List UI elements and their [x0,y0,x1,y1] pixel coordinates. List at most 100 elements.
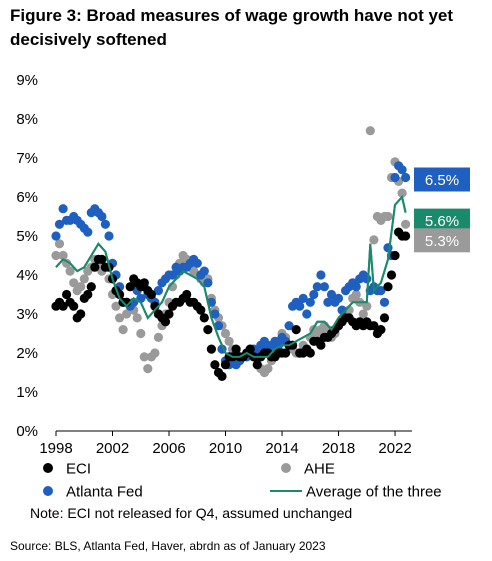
atlanta-point [302,309,312,319]
eci-point [139,278,149,288]
y-tick-label: 2% [16,345,38,362]
ahe-point [122,309,132,319]
ahe-point [369,235,379,245]
source-text: Source: BLS, Atlanta Fed, Haver, abrdn a… [10,539,326,553]
ahe-point [224,336,234,346]
ahe-point [115,313,125,323]
ahe-point [136,328,146,339]
atlanta-point [379,297,390,307]
ahe-point [153,332,163,342]
y-tick-label: 9% [16,72,38,89]
ahe-point [69,278,79,288]
atlanta-point [153,286,163,296]
eci-point [245,344,255,354]
atlanta-point [167,270,178,280]
y-tick-label: 7% [16,150,38,167]
ahe-point [263,364,273,374]
eci-point [281,348,291,358]
legend-item-atlanta: Atlanta Fed [43,484,143,501]
atlanta-point [401,172,411,183]
ahe-point [118,325,128,335]
callout-label: 5.3% [425,233,459,250]
x-tick-label: 2002 [96,440,129,457]
x-tick-label: 2014 [265,440,298,457]
atlanta-point [397,165,407,175]
eci-point [252,360,262,370]
eci-point [146,289,156,300]
chart-note: Note: ECI not released for Q4, assumed u… [30,505,352,521]
y-tick-label: 3% [16,306,38,323]
legend-label: Average of the three [306,484,442,501]
ahe-point [65,266,75,276]
atlanta-point [326,289,337,300]
legend: ECI AHE Atlanta Fed Average of the three [43,461,442,501]
eci-point [386,270,397,280]
atlanta-point [305,297,315,307]
atlanta-point [192,258,202,268]
series-eci [51,227,411,381]
average-line-overlay [55,194,407,358]
atlanta-point [390,172,400,183]
atlanta-point [100,219,110,229]
ahe-point [139,352,149,362]
eci-point [86,282,96,292]
atlanta-point [83,227,93,237]
y-axis: 0% 1% 2% 3% 4% 5% 6% 7% 8% 9% [16,72,38,440]
ahe-point [220,328,231,339]
eci-point [390,250,400,261]
x-tick-label: 2022 [378,440,411,457]
ahe-point [51,250,61,261]
y-tick-label: 0% [16,423,38,440]
atlanta-point [323,297,333,307]
legend-dot-swatch [43,463,53,473]
eci-point [83,289,93,300]
atlanta-point [104,231,114,241]
atlanta-point [316,270,326,280]
ahe-point [143,364,153,374]
atlanta-point [333,293,344,303]
atlanta-point [54,219,65,229]
legend-label: Atlanta Fed [66,484,143,501]
x-tick-label: 2006 [152,440,185,457]
callout-ahe: 5.3% [414,228,470,253]
eci-point [76,309,86,319]
legend-item-average: Average of the three [270,484,442,501]
atlanta-point [210,309,220,319]
legend-label: AHE [304,461,335,478]
eci-point [305,348,315,358]
atlanta-point [309,289,319,300]
ahe-point [351,289,361,300]
callout-label: 5.6% [425,213,459,230]
atlanta-point [351,282,361,292]
legend-dot-swatch [281,463,291,473]
atlanta-point [259,336,269,346]
eci-point [401,231,411,241]
callout-atlanta: 6.5% [414,167,470,192]
eci-point [206,344,216,354]
value-callouts: 6.5% 5.6% 5.3% [414,167,470,253]
eci-point [369,321,379,331]
y-tick-label: 5% [16,228,38,245]
callout-label: 6.5% [425,172,459,189]
ahe-point [58,250,68,261]
y-tick-label: 4% [16,267,38,284]
legend-label: ECI [66,461,91,478]
eci-point [97,254,107,264]
ahe-point [365,126,375,136]
atlanta-point [203,278,213,288]
atlanta-point [51,231,61,241]
eci-point [62,289,72,300]
callout-box [414,228,470,253]
ahe-point [383,211,393,222]
y-tick-label: 8% [16,111,38,128]
eci-point [376,325,386,335]
atlanta-point [362,274,372,284]
eci-point [90,262,100,272]
eci-point [164,309,174,319]
atlanta-point [312,282,322,292]
eci-point [220,360,231,370]
eci-point [231,344,241,354]
legend-dot-swatch [43,486,53,496]
eci-point [199,313,209,323]
